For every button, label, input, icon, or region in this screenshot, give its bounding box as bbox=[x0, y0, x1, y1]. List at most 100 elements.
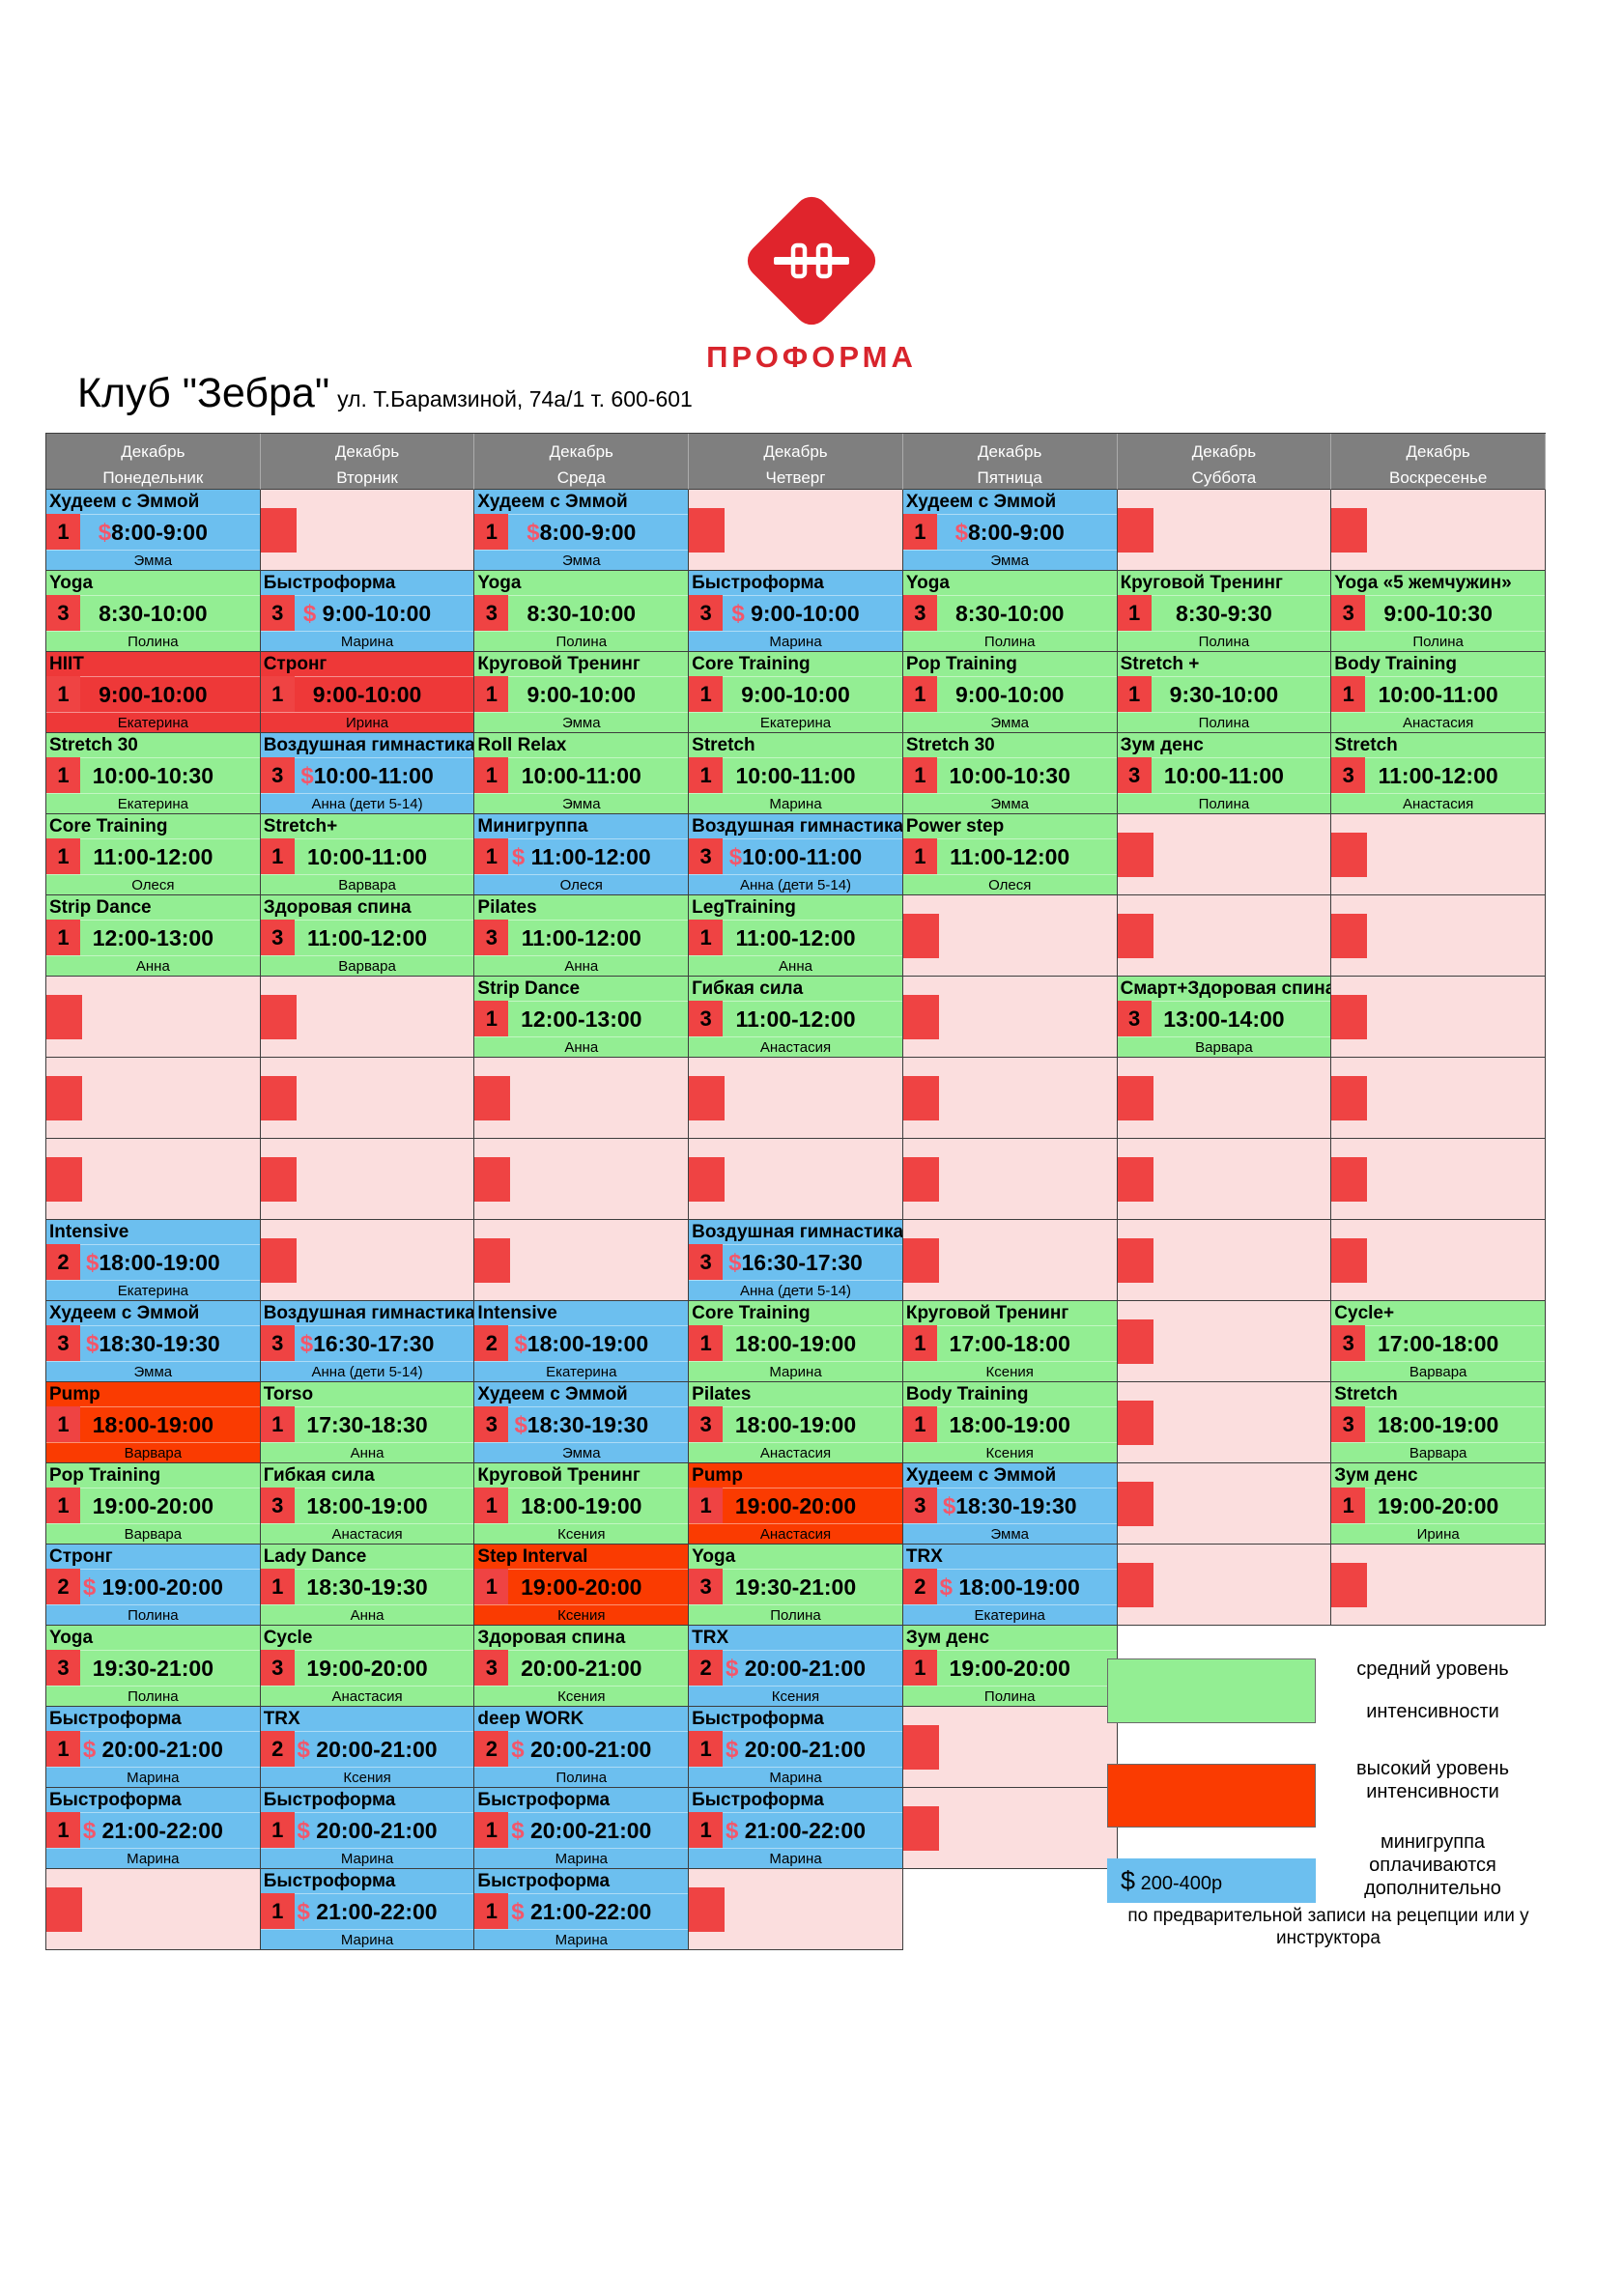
header-day: Воскресенье bbox=[1388, 468, 1488, 488]
room-marker-badge bbox=[689, 1076, 726, 1120]
dollar-icon: $ bbox=[1121, 1865, 1136, 1895]
class-time: 18:00-19:00 bbox=[1331, 1407, 1545, 1443]
medium-intensity-label: средний уровень интенсивности bbox=[1316, 1648, 1550, 1733]
empty-slot-cell bbox=[474, 1220, 690, 1301]
class-time: 8:30-10:00 bbox=[46, 596, 260, 632]
room-marker-badge bbox=[902, 1157, 939, 1202]
class-time: 10:00-11:00 bbox=[260, 839, 474, 875]
class-name: Stretch bbox=[689, 733, 902, 758]
room-number-badge: 1 bbox=[902, 1325, 937, 1361]
empty-slot-cell bbox=[902, 1788, 1118, 1869]
instructor-name: Анна (дети 5-14) bbox=[311, 796, 423, 812]
legend-text: дополнительно bbox=[1364, 1878, 1501, 1899]
room-marker-badge bbox=[260, 995, 297, 1039]
header-month: Декабрь bbox=[1191, 442, 1257, 461]
class-cell: Худеем с Эммой $8:00-9:00 Эмма 1 bbox=[474, 490, 690, 571]
class-cell: Здоровая спина 11:00-12:00 Варвара 3 bbox=[260, 895, 475, 977]
class-cell: TRX $ 20:00-21:00 Ксения 2 bbox=[260, 1707, 475, 1788]
class-time: 18:00-19:00 bbox=[260, 1488, 474, 1524]
class-cell: Круговой Тренинг 8:30-9:30 Полина 1 bbox=[1117, 571, 1332, 652]
day-header-4: Декабрь Пятница bbox=[902, 434, 1118, 490]
room-number-badge: 1 bbox=[1117, 595, 1152, 631]
logo-diamond bbox=[740, 189, 883, 332]
class-time: 18:00-19:00 bbox=[689, 1407, 902, 1443]
room-number-badge: 1 bbox=[902, 514, 937, 550]
class-time: 10:00-11:00 bbox=[689, 758, 902, 794]
room-marker-badge bbox=[902, 995, 939, 1039]
instructor-name: Варвара bbox=[124, 1445, 183, 1461]
class-cell: Strip Dance 12:00-13:00 Анна 1 bbox=[46, 895, 261, 977]
class-cell: Худеем с Эммой $18:30-19:30 Эмма 3 bbox=[46, 1301, 261, 1382]
paid-dollar-icon: $ bbox=[86, 1331, 100, 1357]
class-time: 12:00-13:00 bbox=[46, 921, 260, 956]
room-number-badge: 1 bbox=[46, 676, 80, 712]
room-number-badge: 3 bbox=[1117, 1001, 1152, 1036]
instructor-name: Анна bbox=[135, 958, 170, 975]
instructor-name: Ксения bbox=[557, 1607, 606, 1624]
room-number-badge: 3 bbox=[1331, 1325, 1366, 1361]
room-marker-badge bbox=[1331, 1238, 1368, 1283]
class-name: Гибкая сила bbox=[689, 977, 902, 1002]
class-name: LegTraining bbox=[689, 895, 902, 921]
empty-slot-cell bbox=[1331, 1139, 1546, 1220]
room-number-badge: 3 bbox=[902, 595, 937, 631]
instructor-name: Марина bbox=[127, 1770, 180, 1786]
class-name: Минигруппа bbox=[474, 814, 689, 839]
class-cell: Stretch 30 10:00-10:30 Екатерина 1 bbox=[46, 733, 261, 814]
class-name: Torso bbox=[260, 1382, 474, 1407]
class-time: 17:30-18:30 bbox=[260, 1407, 474, 1443]
instructor-name: Марина bbox=[769, 1851, 822, 1867]
class-name: Худеем с Эммой bbox=[902, 1463, 1117, 1488]
paid-dollar-icon: $ bbox=[725, 1656, 739, 1682]
room-marker-badge bbox=[260, 508, 297, 553]
class-name: Круговой Тренинг bbox=[474, 652, 689, 677]
room-number-badge: 1 bbox=[474, 1569, 509, 1604]
class-time: $18:30-19:30 bbox=[474, 1407, 689, 1443]
class-name: Круговой Тренинг bbox=[1117, 571, 1331, 596]
class-cell: Худеем с Эммой $8:00-9:00 Эмма 1 bbox=[46, 490, 261, 571]
instructor-name: Олеся bbox=[559, 877, 603, 893]
brand-name: ПРОФОРМА bbox=[706, 340, 917, 374]
class-time: 18:00-19:00 bbox=[474, 1488, 689, 1524]
instructor-name: Эмма bbox=[133, 1364, 173, 1380]
instructor-name: Полина bbox=[555, 634, 608, 650]
empty-slot-cell bbox=[1331, 977, 1546, 1058]
empty-slot-cell bbox=[1117, 1301, 1332, 1382]
header-month: Декабрь bbox=[763, 442, 828, 461]
class-time: $16:30-17:30 bbox=[689, 1245, 902, 1281]
empty-slot-cell bbox=[260, 1220, 475, 1301]
instructor-name: Полина bbox=[983, 634, 1036, 650]
paid-dollar-icon: $ bbox=[302, 601, 317, 627]
legend-text: минигруппа оплачиваются bbox=[1369, 1831, 1496, 1876]
paid-dollar-icon: $ bbox=[725, 1737, 739, 1763]
room-marker-badge bbox=[1331, 1157, 1368, 1202]
paid-dollar-icon: $ bbox=[514, 1412, 527, 1438]
room-number-badge: 1 bbox=[474, 757, 509, 793]
instructor-name: Анна (дети 5-14) bbox=[311, 1364, 423, 1380]
class-time: 17:00-18:00 bbox=[902, 1326, 1117, 1362]
class-time: 9:30-10:00 bbox=[1117, 677, 1331, 713]
paid-dollar-icon: $ bbox=[511, 1737, 525, 1763]
class-cell: Быстроформа $ 9:00-10:00 Марина 3 bbox=[260, 571, 475, 652]
room-number-badge: 1 bbox=[689, 676, 724, 712]
class-time: 19:00-20:00 bbox=[689, 1488, 902, 1524]
class-cell: Круговой Тренинг 17:00-18:00 Ксения 1 bbox=[902, 1301, 1118, 1382]
class-time: 18:30-19:30 bbox=[260, 1570, 474, 1605]
class-time: 10:00-10:30 bbox=[902, 758, 1117, 794]
class-name: Pilates bbox=[689, 1382, 902, 1407]
class-time: $ 20:00-21:00 bbox=[260, 1813, 474, 1849]
class-time: $ 18:00-19:00 bbox=[902, 1570, 1117, 1605]
class-name: Yoga bbox=[474, 571, 689, 596]
paid-dollar-icon: $ bbox=[297, 1899, 310, 1925]
class-name: Быстроформа bbox=[689, 1788, 902, 1813]
class-time: 10:00-10:30 bbox=[46, 758, 260, 794]
class-cell: Step Interval 19:00-20:00 Ксения 1 bbox=[474, 1545, 690, 1626]
empty-slot-cell bbox=[1117, 1139, 1332, 1220]
header-day: Суббота bbox=[1191, 468, 1257, 488]
room-number-badge: 3 bbox=[260, 595, 295, 631]
paid-dollar-icon: $ bbox=[511, 1899, 525, 1925]
day-header-2: Декабрь Среда bbox=[474, 434, 690, 490]
room-number-badge: 1 bbox=[46, 920, 80, 955]
medium-intensity-swatch bbox=[1107, 1658, 1316, 1723]
room-marker-badge bbox=[1331, 995, 1368, 1039]
